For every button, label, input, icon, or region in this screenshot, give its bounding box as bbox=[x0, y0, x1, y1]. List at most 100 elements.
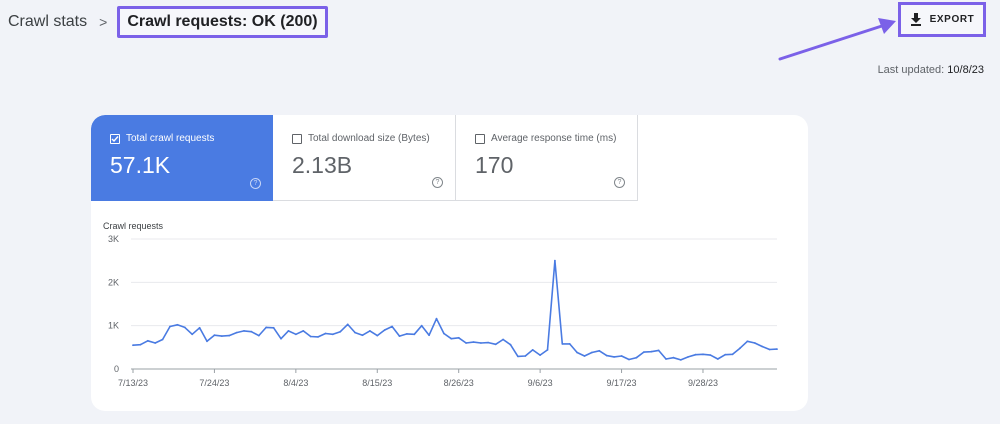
metric-label: Average response time (ms) bbox=[491, 133, 617, 144]
x-tick-label: 9/6/23 bbox=[528, 378, 553, 388]
data-point bbox=[539, 354, 541, 356]
data-point bbox=[716, 358, 719, 360]
x-tick-label: 7/13/23 bbox=[118, 378, 148, 388]
data-point bbox=[265, 326, 268, 329]
data-point bbox=[509, 343, 512, 346]
data-point bbox=[132, 344, 134, 347]
data-point bbox=[687, 356, 690, 358]
data-point bbox=[309, 335, 312, 338]
data-point bbox=[376, 334, 379, 337]
data-point bbox=[154, 342, 157, 344]
data-point bbox=[487, 341, 490, 344]
data-point bbox=[257, 334, 260, 337]
checkbox-icon[interactable] bbox=[292, 133, 302, 144]
data-point bbox=[554, 259, 556, 262]
checkbox-icon[interactable] bbox=[475, 133, 485, 144]
metric-average-response-time[interactable]: Average response time (ms) 170 ? bbox=[456, 115, 638, 201]
checkbox-checked-icon[interactable] bbox=[110, 133, 120, 144]
data-point bbox=[146, 339, 149, 342]
metric-total-crawl-requests[interactable]: Total crawl requests 57.1K ? bbox=[91, 115, 273, 201]
data-point bbox=[413, 333, 416, 336]
breadcrumb-separator: > bbox=[99, 14, 108, 30]
data-point bbox=[665, 358, 667, 360]
metric-value: 57.1K bbox=[110, 152, 171, 178]
data-point bbox=[435, 317, 438, 320]
data-point bbox=[198, 326, 201, 329]
data-point bbox=[776, 348, 778, 350]
data-point bbox=[561, 343, 564, 345]
download-icon bbox=[910, 13, 921, 26]
data-point bbox=[642, 351, 645, 353]
data-point bbox=[494, 343, 497, 346]
data-point bbox=[383, 329, 386, 331]
help-icon[interactable]: ? bbox=[250, 178, 261, 189]
y-tick-label: 0 bbox=[114, 364, 119, 374]
data-point bbox=[339, 330, 342, 333]
metric-label: Total crawl requests bbox=[126, 133, 215, 144]
data-point bbox=[628, 358, 630, 361]
export-label: EXPORT bbox=[929, 14, 975, 25]
data-point bbox=[472, 341, 475, 343]
data-point bbox=[702, 353, 704, 356]
data-point bbox=[428, 334, 430, 337]
data-point bbox=[761, 345, 764, 348]
data-point bbox=[391, 325, 393, 328]
data-point bbox=[739, 347, 741, 350]
data-point bbox=[620, 355, 623, 357]
data-point bbox=[768, 348, 771, 351]
data-point bbox=[731, 353, 734, 356]
data-point bbox=[753, 342, 756, 344]
chart-title: Crawl requests bbox=[103, 221, 164, 231]
data-point bbox=[672, 356, 675, 359]
data-point bbox=[324, 332, 327, 335]
data-point bbox=[679, 359, 682, 361]
x-tick-label: 8/26/23 bbox=[444, 378, 474, 388]
metric-value: 2.13B bbox=[292, 152, 353, 178]
data-point bbox=[332, 333, 334, 336]
metric-value: 170 bbox=[475, 152, 514, 178]
data-point bbox=[183, 326, 186, 329]
data-point bbox=[502, 338, 504, 341]
data-point bbox=[354, 331, 356, 334]
data-point bbox=[272, 326, 275, 329]
data-point bbox=[694, 353, 697, 356]
data-point bbox=[235, 331, 238, 334]
data-point bbox=[176, 323, 179, 326]
data-point bbox=[302, 330, 305, 332]
breadcrumb: Crawl stats > Crawl requests: OK (200) bbox=[8, 6, 328, 38]
data-point bbox=[568, 343, 571, 345]
data-point bbox=[480, 342, 482, 344]
data-point bbox=[576, 351, 578, 354]
help-icon[interactable]: ? bbox=[614, 177, 625, 188]
data-point bbox=[169, 325, 171, 328]
data-point bbox=[598, 349, 601, 352]
data-point bbox=[287, 330, 290, 332]
data-point bbox=[709, 354, 712, 356]
data-point bbox=[524, 355, 527, 357]
data-point bbox=[583, 355, 586, 357]
data-point bbox=[517, 355, 519, 358]
last-updated: Last updated: 10/8/23 bbox=[878, 64, 984, 76]
data-point bbox=[650, 350, 653, 353]
data-point bbox=[369, 330, 371, 332]
data-point bbox=[465, 342, 467, 344]
x-tick-label: 9/28/23 bbox=[688, 378, 718, 388]
metric-total-download-size[interactable]: Total download size (Bytes) 2.13B ? bbox=[273, 115, 456, 201]
data-point bbox=[220, 335, 223, 337]
data-point bbox=[531, 349, 534, 351]
x-tick-label: 8/15/23 bbox=[362, 378, 392, 388]
last-updated-label: Last updated: bbox=[877, 64, 945, 76]
help-icon[interactable]: ? bbox=[432, 177, 443, 188]
data-point bbox=[398, 335, 401, 337]
page-title: Crawl requests: OK (200) bbox=[117, 6, 328, 38]
export-button[interactable]: EXPORT bbox=[898, 2, 986, 37]
data-point bbox=[406, 333, 408, 335]
data-point bbox=[191, 333, 194, 336]
y-tick-label: 3K bbox=[108, 234, 119, 244]
data-point bbox=[250, 330, 253, 333]
data-point bbox=[613, 356, 615, 358]
data-point bbox=[546, 349, 549, 351]
data-point bbox=[139, 343, 142, 346]
data-point bbox=[243, 330, 245, 332]
breadcrumb-crawl-stats-link[interactable]: Crawl stats bbox=[8, 13, 88, 30]
